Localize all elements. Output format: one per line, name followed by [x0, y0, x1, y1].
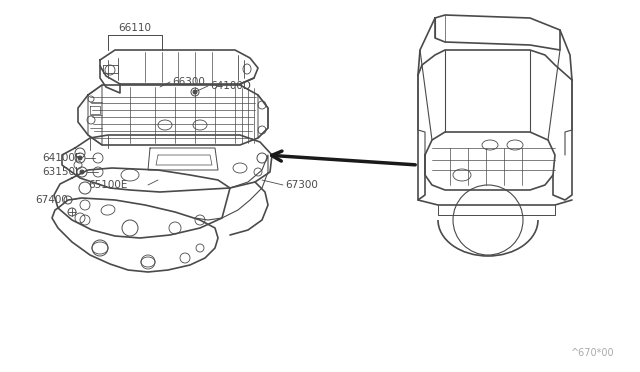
Text: 64100F: 64100F [42, 153, 81, 163]
Text: 63150J: 63150J [42, 167, 78, 177]
Circle shape [80, 170, 84, 174]
Text: 67400: 67400 [35, 195, 68, 205]
Circle shape [193, 90, 197, 94]
Text: 66300: 66300 [172, 77, 205, 87]
Text: ^670*00: ^670*00 [572, 348, 615, 358]
Text: 64100D: 64100D [210, 81, 251, 91]
Text: 66110: 66110 [118, 23, 152, 33]
Text: 65100E: 65100E [88, 180, 127, 190]
Text: 67300: 67300 [285, 180, 318, 190]
Circle shape [78, 156, 82, 160]
